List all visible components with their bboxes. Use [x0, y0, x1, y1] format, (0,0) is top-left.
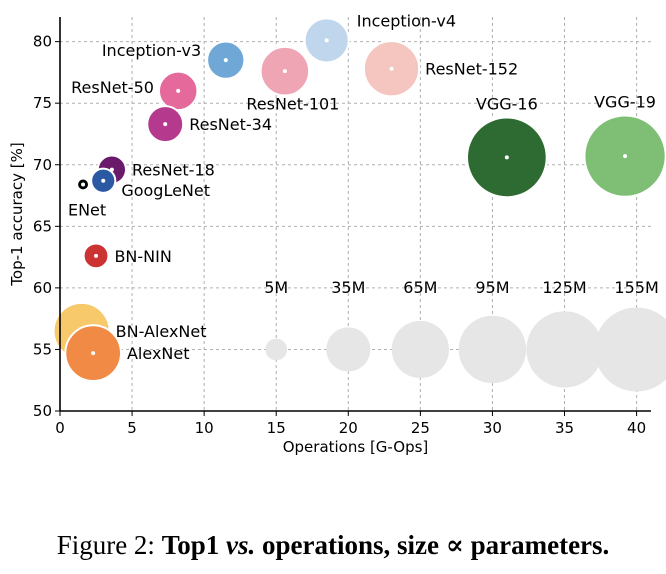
bubbles	[52, 17, 666, 382]
size-legend-bubble-5m	[265, 338, 288, 361]
size-legend-bubble-95m	[458, 315, 527, 384]
bubble-center-googlenet	[101, 178, 106, 183]
label-vgg-16: VGG-16	[476, 95, 538, 114]
label-bn-alexnet: BN-AlexNet	[116, 322, 207, 341]
size-legend-bubble-35m	[326, 327, 371, 372]
bubble-center-resnet-152	[389, 66, 394, 71]
size-legend-label-5m: 5M	[264, 278, 288, 297]
size-legend-label-155m: 155M	[614, 278, 658, 297]
bubble-center-inception-v3	[223, 58, 228, 63]
x-axis-label: Operations [G-Ops]	[283, 438, 429, 456]
bubble-center-bn-nin	[94, 253, 99, 258]
bubble-center-vgg-16	[504, 155, 509, 160]
y-tick-label-70: 70	[33, 156, 52, 174]
label-inception-v3: Inception-v3	[102, 41, 201, 60]
caption-prefix: Figure 2:	[56, 530, 162, 560]
bubble-center-resnet-34	[163, 122, 168, 127]
bubble-center-inception-v4	[324, 38, 329, 43]
size-legend-label-65m: 65M	[403, 278, 437, 297]
label-resnet-152: ResNet-152	[425, 60, 518, 79]
y-tick-label-60: 60	[33, 279, 52, 297]
axes: 0 5 10 15 20 25 30 35 40 50 55 60 65 70 75 80 Operations…	[8, 17, 651, 456]
caption-part3: operations, size ∝ parameters.	[255, 530, 610, 560]
bubble-center-enet	[81, 182, 86, 187]
label-resnet-101: ResNet-101	[246, 94, 339, 113]
y-tick-label-55: 55	[33, 340, 52, 358]
size-legend-label-95m: 95M	[475, 278, 509, 297]
label-resnet-34: ResNet-34	[189, 115, 272, 134]
x-tick-label-5: 5	[127, 419, 137, 437]
label-resnet-50: ResNet-50	[71, 78, 154, 97]
bubble-center-resnet-50	[176, 88, 181, 93]
size-legend-label-125m: 125M	[542, 278, 586, 297]
label-resnet-18: ResNet-18	[132, 161, 215, 180]
caption-part1: Top1	[161, 530, 226, 560]
y-tick-label-65: 65	[33, 217, 52, 235]
size-legend	[265, 307, 666, 392]
x-tick-label-40: 40	[627, 419, 646, 437]
y-tick-label-80: 80	[33, 33, 52, 51]
x-tick-label-35: 35	[555, 419, 574, 437]
y-tick-label-75: 75	[33, 94, 52, 112]
size-legend-bubble-155m	[594, 307, 666, 392]
size-legend-bubble-125m	[526, 311, 603, 388]
x-tick-label-10: 10	[195, 419, 214, 437]
label-enet: ENet	[68, 200, 106, 219]
bubble-center-alexnet	[91, 351, 96, 356]
caption-part2: vs.	[225, 530, 256, 560]
y-axis-label: Top-1 accuracy [%]	[8, 142, 26, 286]
x-tick-label-25: 25	[411, 419, 430, 437]
x-tick-label-15: 15	[267, 419, 286, 437]
labels: 5M 35M 65M 95M 125M 155M Inception-v4 Inception…	[68, 11, 659, 363]
figure-caption: Figure 2: Top1 vs. operations, size ∝ pa…	[0, 530, 666, 561]
bubble-center-vgg-19	[623, 154, 628, 159]
x-tick-label-0: 0	[55, 419, 65, 437]
label-googlenet: GoogLeNet	[121, 181, 210, 200]
x-tick-label-20: 20	[339, 419, 358, 437]
size-legend-bubble-65m	[391, 320, 449, 379]
bubble-center-resnet-101	[282, 69, 287, 74]
label-inception-v4: Inception-v4	[357, 11, 456, 30]
y-tick-label-50: 50	[33, 402, 52, 420]
size-legend-label-35m: 35M	[331, 278, 365, 297]
label-vgg-19: VGG-19	[594, 93, 656, 112]
chart: 0 5 10 15 20 25 30 35 40 50 55 60 65 70 75 80 Operations…	[8, 11, 666, 456]
label-bn-nin: BN-NIN	[114, 247, 171, 266]
label-alexnet: AlexNet	[127, 344, 190, 363]
x-tick-label-30: 30	[483, 419, 502, 437]
